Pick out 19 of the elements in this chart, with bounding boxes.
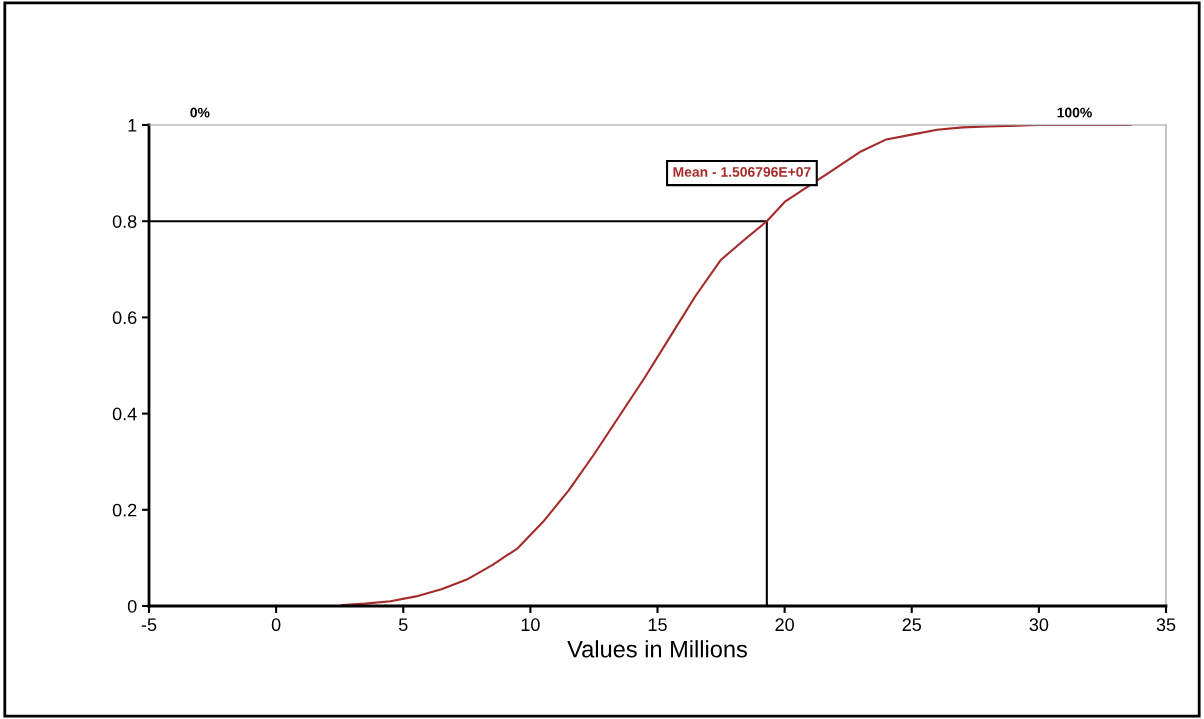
x-tick-label: 35 bbox=[1156, 618, 1176, 632]
x-tick-label: -5 bbox=[141, 618, 157, 632]
x-tick-label: 0 bbox=[271, 618, 281, 632]
y-tick-label: 0.8 bbox=[112, 215, 137, 228]
x-axis-title: Values in Millions bbox=[567, 640, 747, 658]
y-tick-label: 0.6 bbox=[112, 311, 137, 325]
x-tick-label: 5 bbox=[398, 618, 408, 632]
y-tick-label: 0 bbox=[127, 599, 137, 613]
x-tick-label: 25 bbox=[902, 618, 922, 632]
x-tick-label: 10 bbox=[521, 618, 540, 632]
y-tick-label: 0.4 bbox=[112, 407, 137, 421]
y-tick-label: 0.2 bbox=[112, 503, 137, 517]
x-tick-label: 30 bbox=[1029, 618, 1049, 632]
y-tick-label: 1 bbox=[128, 119, 137, 132]
x-tick-label: 15 bbox=[648, 618, 667, 632]
x-tick-label: 20 bbox=[775, 618, 794, 632]
text: 0% bbox=[190, 107, 210, 118]
text: 100% bbox=[1057, 107, 1092, 118]
annotation: Mean - 1.506796E+07 bbox=[673, 166, 811, 177]
